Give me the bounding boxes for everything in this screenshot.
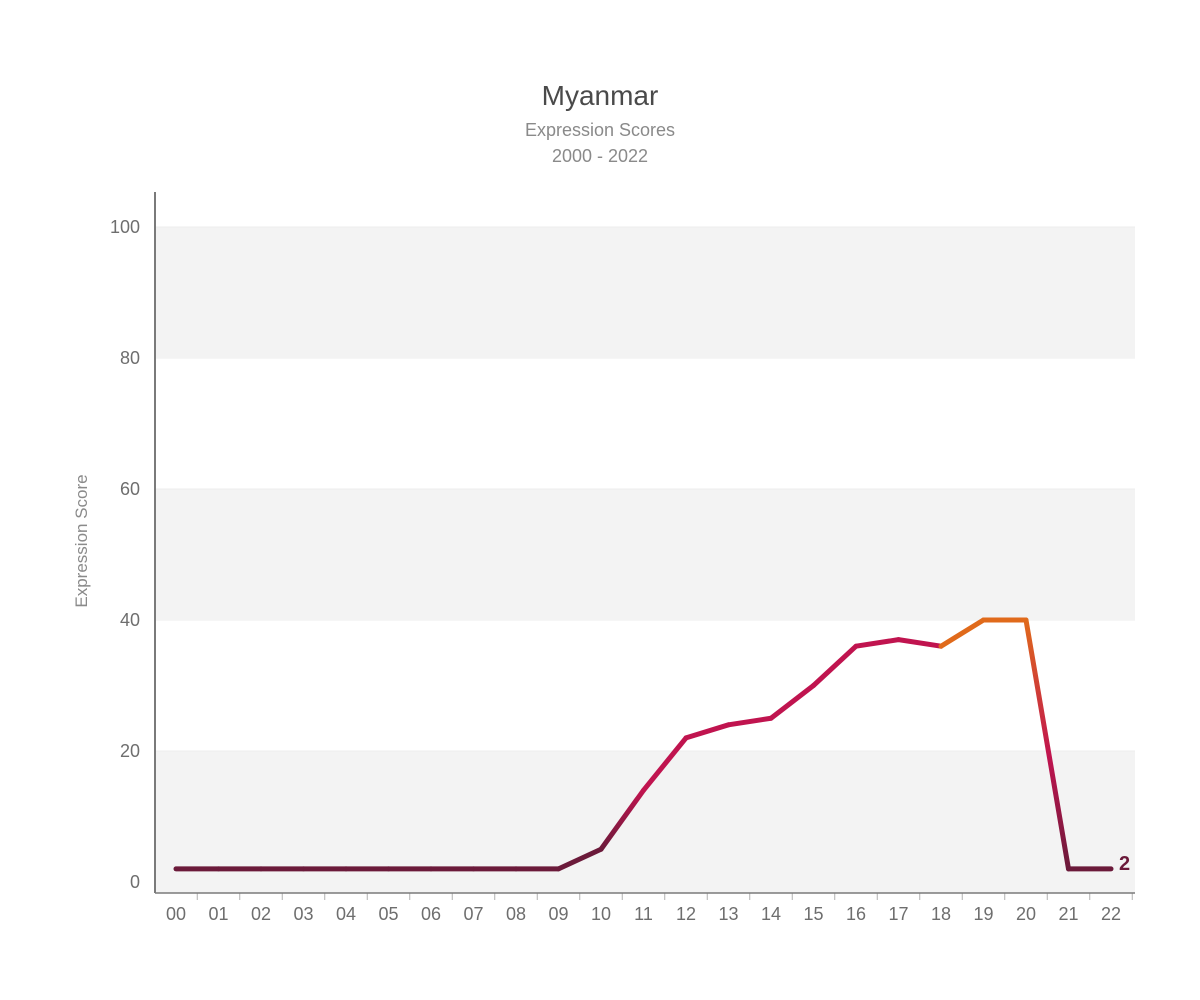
chart-subtitle: Expression Scores: [524, 120, 676, 140]
x-tick-label: 21: [1058, 904, 1078, 924]
series-segment: [683, 722, 731, 741]
series-segment: [1023, 617, 1071, 872]
x-tick-label: 04: [336, 904, 356, 924]
x-tick-label: 00: [166, 904, 186, 924]
series-segment: [556, 846, 604, 872]
grid-bands: [155, 226, 1135, 893]
y-axis-ticks: 0 20 40 60 80 100: [110, 217, 140, 892]
y-tick-label: 20: [120, 741, 140, 761]
grid-band: [156, 751, 1135, 893]
x-tick-label: 14: [761, 904, 781, 924]
y-tick-label: 80: [120, 348, 140, 368]
series-segment: [896, 637, 944, 649]
x-tick-label: 18: [931, 904, 951, 924]
series-line: [173, 617, 1114, 872]
series-segment: [726, 715, 774, 728]
series-segment: [768, 683, 816, 721]
x-axis-ticks: 00 01 02 03 04 05 06 07 08 09 10 11 12 13 14 15 16 17 18 19…: [166, 893, 1133, 924]
x-tick-label: 22: [1101, 904, 1121, 924]
x-tick-label: 01: [208, 904, 228, 924]
x-tick-label: 08: [506, 904, 526, 924]
chart-year-range: 2000 - 2022: [551, 146, 649, 166]
x-tick-label: 10: [591, 904, 611, 924]
x-tick-label: 12: [676, 904, 696, 924]
grid-band: [156, 489, 1135, 620]
y-tick-label: 0: [130, 872, 140, 892]
x-tick-label: 19: [973, 904, 993, 924]
y-tick-label: 60: [120, 479, 140, 499]
y-tick-label: 40: [120, 610, 140, 630]
series-segment: [811, 643, 859, 688]
series-segment: [853, 637, 901, 649]
y-tick-label: 100: [110, 217, 140, 237]
series-segment: [938, 617, 986, 649]
grid-band: [156, 227, 1135, 358]
series-segment: [598, 787, 646, 852]
x-tick-label: 03: [293, 904, 313, 924]
x-tick-label: 13: [718, 904, 738, 924]
x-tick-label: 17: [888, 904, 908, 924]
x-tick-label: 20: [1016, 904, 1036, 924]
series-segment: [641, 735, 689, 793]
chart-title: Myanmar: [541, 80, 659, 111]
x-tick-label: 09: [548, 904, 568, 924]
x-tick-label: 07: [463, 904, 483, 924]
x-tick-label: 15: [803, 904, 823, 924]
x-tick-label: 05: [378, 904, 398, 924]
x-tick-label: 06: [421, 904, 441, 924]
x-tick-label: 16: [846, 904, 866, 924]
y-axis-label: Expression Score: [72, 474, 91, 607]
x-tick-label: 11: [634, 904, 653, 924]
end-value-label: 2: [1119, 853, 1130, 875]
x-tick-label: 02: [251, 904, 271, 924]
